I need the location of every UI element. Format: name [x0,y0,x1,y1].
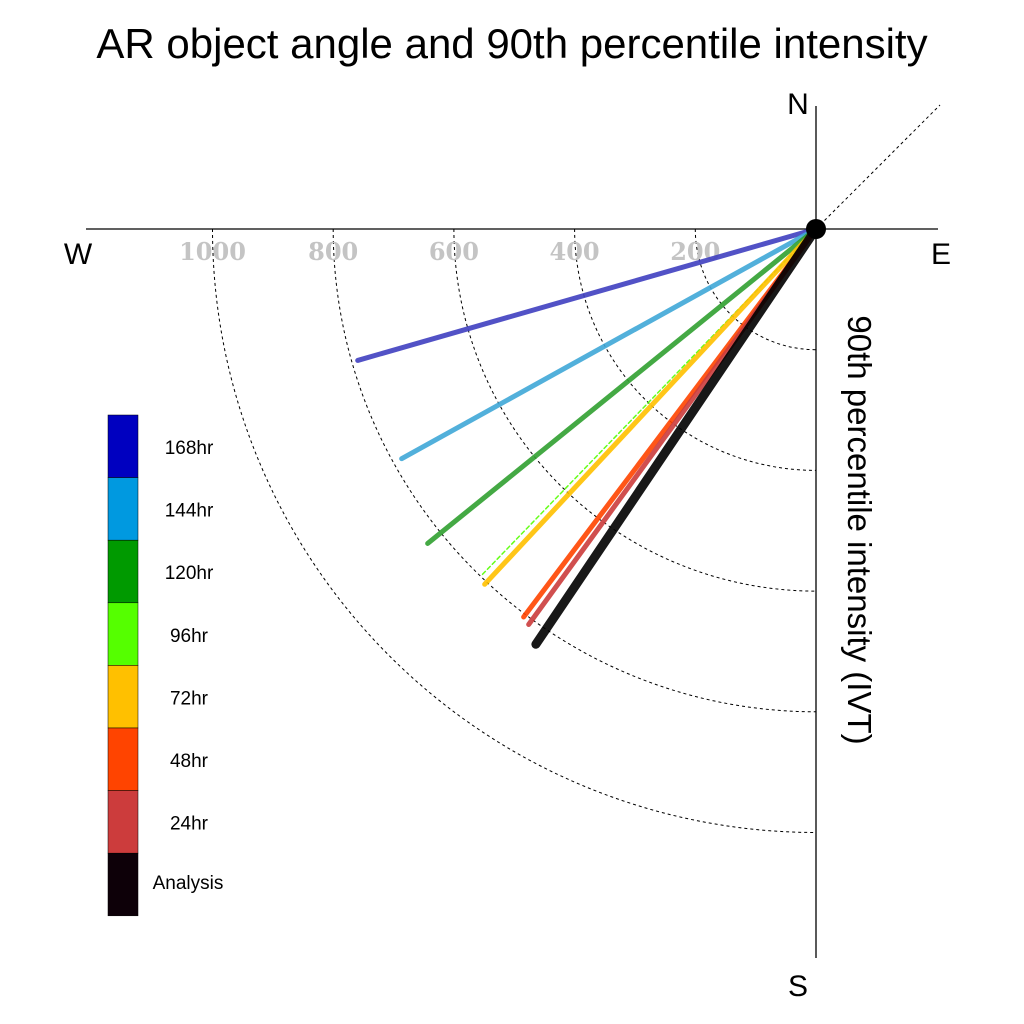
vector-144hr [399,226,819,462]
diagonal-guide [815,104,941,230]
east-label: E [931,238,951,271]
legend-label-24hr: 24hr [170,814,209,835]
legend-swatch-144hr [107,477,139,541]
legend-swatch-analysis [107,852,139,917]
vector-72hr [482,226,819,587]
tick-label-400: 400 [550,237,600,266]
legend-swatch-24hr [107,790,139,854]
legend-label-analysis: Analysis [153,873,224,894]
north-label: N [787,88,809,121]
compass-axes [86,104,941,958]
grid-arc-800 [332,228,817,713]
vector-analysis [531,224,821,649]
origin-dot [806,219,826,239]
legend-label-48hr: 48hr [170,751,209,772]
legend-label-168hr: 168hr [165,438,214,459]
legend-swatch-168hr [107,414,139,478]
angle-vectors [355,224,821,649]
grid-arc-600 [453,228,817,592]
legend-swatch-96hr [107,602,139,666]
grid-arc-400 [574,228,817,471]
west-label: W [64,238,93,271]
tick-label-800: 800 [308,237,358,266]
tick-label-1000: 1000 [179,237,246,266]
chart-title: AR object angle and 90th percentile inte… [96,20,927,67]
legend-label-72hr: 72hr [170,688,209,709]
vector-120hr [425,226,819,546]
legend-swatch-72hr [107,665,139,729]
vector-168hr [355,226,819,363]
radial-axis-label: 90th percentile intensity (IVT) [841,315,878,744]
south-label: S [788,970,808,1003]
legend-swatch-48hr [107,727,139,791]
tick-label-600: 600 [429,237,479,266]
legend-label-120hr: 120hr [165,563,214,584]
legend-label-144hr: 144hr [165,501,214,522]
grid-arc-200 [694,228,817,351]
legend: 168hr 144hr 120hr 96hr 72hr 48hr 24hr Analysis [107,414,224,917]
legend-swatch-120hr [107,539,139,604]
legend-label-96hr: 96hr [170,626,209,647]
grid-arc-1000 [212,228,817,833]
radial-grid [212,228,817,833]
